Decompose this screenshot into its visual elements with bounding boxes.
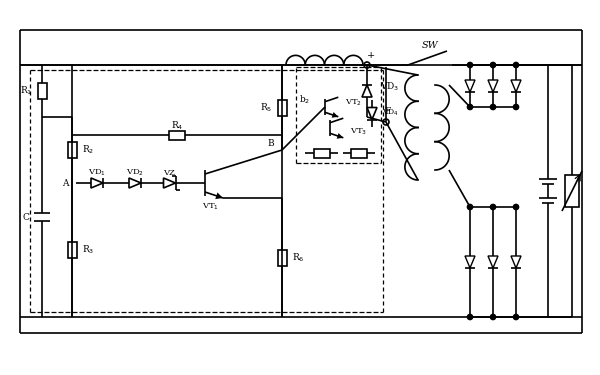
Polygon shape: [488, 256, 498, 268]
Circle shape: [514, 63, 518, 68]
Text: +: +: [367, 51, 375, 60]
Bar: [67, 142, 77, 158]
Circle shape: [364, 62, 370, 68]
Text: R$_1$: R$_1$: [20, 85, 32, 97]
Polygon shape: [332, 112, 338, 118]
Text: VD$_3$: VD$_3$: [380, 81, 400, 93]
Bar: [67, 242, 77, 258]
Text: VT$_2$: VT$_2$: [346, 98, 362, 108]
Circle shape: [491, 315, 496, 320]
Text: R$_4$: R$_4$: [171, 120, 183, 132]
Polygon shape: [511, 256, 521, 268]
Bar: [169, 130, 185, 140]
Text: VT$_3$: VT$_3$: [350, 127, 367, 137]
Text: b$_2$: b$_2$: [299, 94, 311, 106]
Circle shape: [514, 315, 518, 320]
Polygon shape: [511, 80, 521, 92]
Text: R$_3$: R$_3$: [82, 244, 94, 256]
Bar: [277, 99, 287, 116]
Polygon shape: [362, 85, 372, 97]
Text: R$_5$: R$_5$: [260, 101, 272, 114]
Polygon shape: [465, 80, 475, 92]
Bar: [277, 249, 287, 266]
Polygon shape: [215, 192, 223, 199]
Bar: [565, 175, 579, 207]
Circle shape: [467, 204, 473, 210]
Text: VD$_2$: VD$_2$: [126, 168, 144, 178]
Polygon shape: [465, 256, 475, 268]
Text: R$_2$: R$_2$: [82, 144, 94, 156]
Text: A: A: [62, 178, 68, 188]
Polygon shape: [91, 178, 103, 188]
Text: C: C: [22, 213, 29, 222]
Bar: [314, 148, 329, 158]
Circle shape: [467, 315, 473, 320]
Polygon shape: [488, 80, 498, 92]
Text: VT$_1$: VT$_1$: [202, 202, 218, 212]
Text: SW: SW: [422, 40, 439, 50]
Text: F: F: [385, 108, 391, 117]
Circle shape: [514, 105, 518, 110]
Text: VD$_1$: VD$_1$: [88, 168, 106, 178]
Circle shape: [467, 63, 473, 68]
Polygon shape: [367, 108, 377, 120]
Text: R$_6$: R$_6$: [292, 251, 305, 264]
Polygon shape: [337, 133, 343, 139]
Circle shape: [491, 105, 496, 110]
Bar: [351, 148, 367, 158]
Bar: [37, 83, 47, 99]
Text: VD$_4$: VD$_4$: [382, 108, 399, 118]
Text: VZ: VZ: [164, 169, 175, 177]
Circle shape: [491, 204, 496, 210]
Circle shape: [383, 119, 389, 125]
Text: B: B: [268, 140, 274, 148]
Polygon shape: [129, 178, 141, 188]
Circle shape: [491, 63, 496, 68]
Circle shape: [467, 105, 473, 110]
Circle shape: [514, 204, 518, 210]
Polygon shape: [163, 178, 176, 188]
